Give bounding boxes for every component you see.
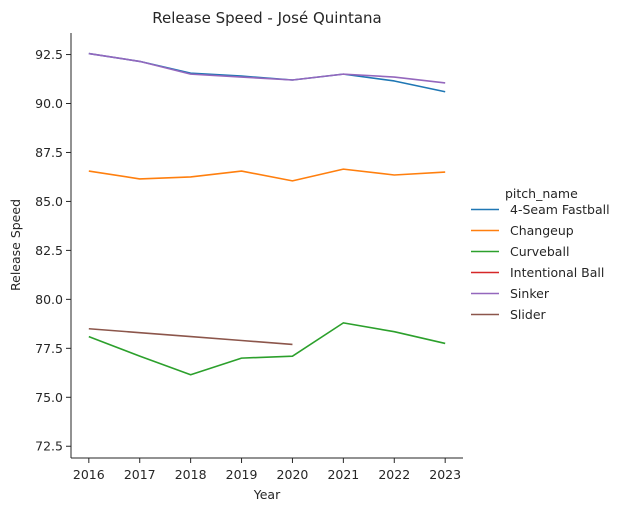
x-tick-label: 2018 xyxy=(175,467,207,482)
legend-entry-label: Changeup xyxy=(510,223,574,238)
series-line-4-seam-fastball xyxy=(88,52,446,93)
y-tick-label: 92.5 xyxy=(35,47,63,62)
series-lines xyxy=(88,52,446,376)
legend: pitch_name 4-Seam Fastball Changeup Curveb… xyxy=(471,186,610,322)
y-ticks: 72.5 75.0 77.5 80.0 82.5 85.0 87.5 90.0 92.5 xyxy=(35,47,71,454)
y-tick-label: 75.0 xyxy=(35,390,63,405)
y-tick-label: 72.5 xyxy=(35,439,63,454)
legend-entry-label: Intentional Ball xyxy=(510,265,604,280)
x-tick-label: 2023 xyxy=(429,467,461,482)
x-tick-label: 2021 xyxy=(327,467,359,482)
series-line-curveball xyxy=(88,322,446,376)
series-line-sinker xyxy=(88,52,446,84)
series-line-changeup xyxy=(88,168,446,182)
axes: 72.5 75.0 77.5 80.0 82.5 85.0 87.5 90.0 92.5 201… xyxy=(35,33,463,482)
legend-entry-label: Sinker xyxy=(510,286,550,301)
legend-entries: 4-Seam Fastball Changeup Curveball Intentio… xyxy=(471,202,610,322)
y-tick-label: 82.5 xyxy=(35,243,63,258)
x-tick-label: 2022 xyxy=(378,467,410,482)
y-tick-label: 77.5 xyxy=(35,341,63,356)
plot-area xyxy=(88,52,446,376)
y-axis-label: Release Speed xyxy=(8,199,23,291)
legend-entry-label: 4-Seam Fastball xyxy=(510,202,610,217)
chart-title: Release Speed - José Quintana xyxy=(152,9,382,27)
x-ticks: 2016 2017 2018 2019 2020 2021 2022 2023 xyxy=(73,458,461,482)
legend-entry-label: Slider xyxy=(510,307,547,322)
legend-title: pitch_name xyxy=(505,186,578,201)
x-axis-label: Year xyxy=(253,487,281,502)
y-tick-label: 85.0 xyxy=(35,194,63,209)
y-tick-label: 87.5 xyxy=(35,145,63,160)
x-tick-label: 2020 xyxy=(277,467,309,482)
x-tick-label: 2019 xyxy=(226,467,258,482)
legend-entry-label: Curveball xyxy=(510,244,569,259)
series-line-slider xyxy=(88,327,293,346)
y-tick-label: 80.0 xyxy=(35,292,63,307)
x-tick-label: 2016 xyxy=(73,467,105,482)
y-tick-label: 90.0 xyxy=(35,96,63,111)
x-tick-label: 2017 xyxy=(124,467,156,482)
